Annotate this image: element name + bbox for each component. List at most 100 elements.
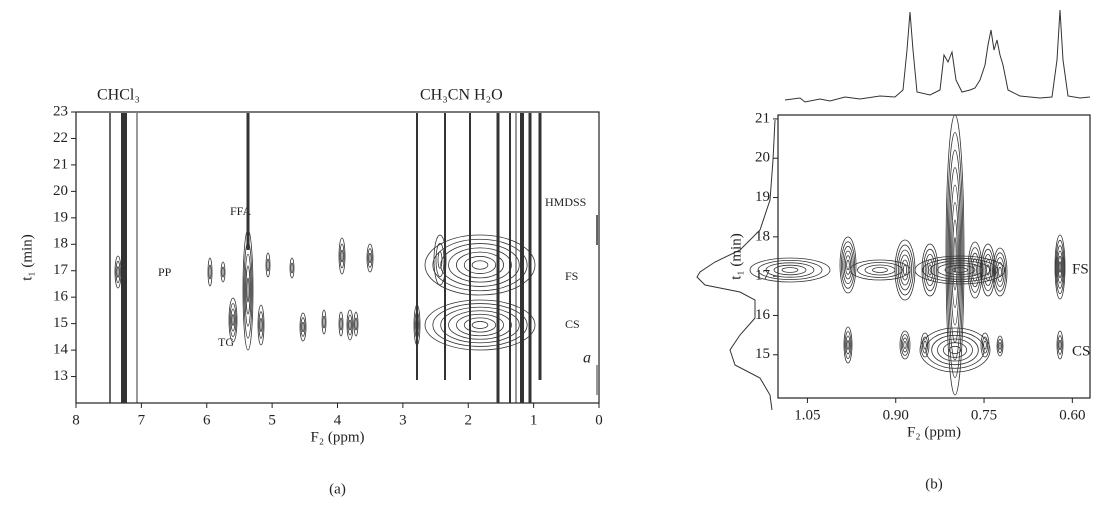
contour-peak [942,342,968,358]
plot-frame [777,114,1091,399]
contour-peak [970,252,980,288]
annotation: FFA [230,204,251,218]
x-axis-label: F₂ (ppm) [907,424,961,440]
annotation: CS [1072,343,1090,359]
contour-peak [346,309,354,341]
contour-peak [846,259,850,271]
x-tick-label: 1 [530,412,538,428]
contour-peak [757,259,823,280]
contour-peak [1056,245,1064,289]
contour-peak [440,243,520,287]
contour-peak [259,317,263,333]
contour-peak [321,309,327,335]
contour-streak [538,113,542,380]
contour-peak [844,331,852,359]
contour-peak [347,314,353,336]
contour-peak [983,340,987,350]
contour-peak [950,184,960,326]
x-tick-label: 7 [138,412,146,428]
contour-peak [872,267,888,273]
contour-peak [230,308,236,332]
y-axis-label: t₁ (min) [19,234,35,280]
x-tick-label: 4 [334,412,342,428]
contour-peak [300,317,306,337]
y-tick-label: 19 [755,189,770,205]
contour-peak [1054,234,1066,300]
contour-peak [415,317,419,333]
y-tick-label: 19 [53,209,68,225]
annotation: PP [158,265,172,279]
contour-peak [290,262,294,274]
y-tick-label: 13 [53,368,68,384]
contour-peak [944,264,976,276]
contour-peak [929,260,991,280]
x-tick-label: 1.05 [794,407,820,423]
contour-peak [839,236,857,294]
contour-peak [897,249,913,291]
contour-peak [220,261,226,283]
contour-peak [843,326,853,364]
contour-peak [258,311,264,339]
contour-peak [414,311,420,339]
contour-peak [901,259,909,281]
x-tick-label: 2 [465,412,473,428]
contour-peak [992,247,1008,297]
contour-peak [116,266,120,278]
contour-peak [245,265,251,315]
contour-peak [471,260,489,270]
contour-peak [931,334,979,366]
contour-peak [980,332,990,358]
contour-streak [416,113,418,380]
contour-peak [424,234,536,296]
contour-peak [921,336,929,354]
contour-peak [857,262,903,278]
contour-peak [840,241,856,289]
x-tick-label: 0.75 [971,407,997,423]
contour-peak [948,167,962,343]
x-tick-label: 0 [595,412,603,428]
contour-peak [338,311,344,337]
contour-peak [266,258,270,272]
panel-label: (b) [925,476,943,492]
left-projection [696,119,776,411]
contour-peak [846,340,850,350]
contour-peak [1057,335,1063,355]
contour-peak [773,264,807,276]
contour-peak [928,264,933,276]
y-tick-label: 14 [53,342,69,358]
contour-peak [289,257,295,279]
contour-peak [996,261,1004,282]
y-tick-label: 17 [755,268,771,284]
x-tick-label: 5 [268,412,276,428]
contour-streak [121,113,127,403]
contour-peak [749,257,831,283]
annotation: a [583,350,591,367]
y-tick-label: 21 [53,156,68,172]
x-tick-label: 0.60 [1059,407,1085,423]
contour-peak [923,248,937,292]
contour-peak [937,338,973,362]
top-projection [784,9,1091,103]
contour-peak [221,266,225,278]
contour-peak [900,334,910,356]
contour-peak [348,319,352,331]
contour-streak [596,215,598,245]
contour-peak [413,304,421,346]
contour-streak [469,113,471,380]
contour-peak [1057,250,1063,284]
contour-peak [339,317,343,331]
y-tick-label: 15 [755,346,770,362]
contour-peak [435,242,445,278]
panel-label: (a) [329,481,346,497]
contour-peak [899,330,911,360]
contour-peak [946,132,964,378]
contour-streak [596,365,598,395]
y-tick-label: 18 [755,228,770,244]
contour-peak [919,327,991,373]
contour-peak [243,241,253,339]
y-tick-label: 17 [53,262,69,278]
y-tick-label: 20 [53,183,68,199]
contour-peak [843,250,853,280]
